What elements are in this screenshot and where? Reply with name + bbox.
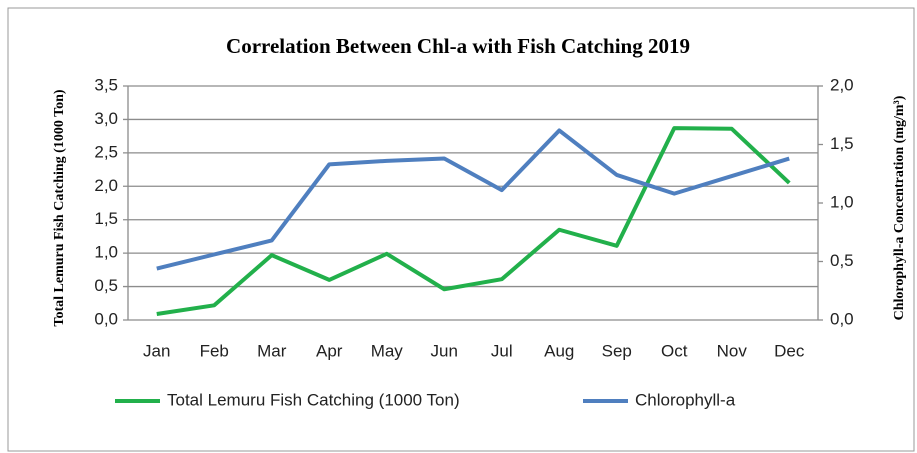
chart-title: Correlation Between Chl-a with Fish Catc… (226, 34, 690, 58)
x-tick-label: Oct (661, 341, 688, 360)
x-tick-label: Nov (717, 341, 748, 360)
y-tick-label: 0,5 (94, 276, 118, 295)
y-tick-label: 1,5 (94, 209, 118, 228)
y2-axis-title: Chlorophyll-a Concentration (mg/m³) (892, 95, 907, 320)
series-line (156, 128, 790, 271)
y2-tick-label: 1,5 (830, 134, 854, 153)
x-tick-label: Apr (316, 341, 343, 360)
x-tick-label: Jun (431, 341, 458, 360)
y-tick-label: 2,5 (94, 142, 118, 161)
x-tick-label: Sep (602, 341, 632, 360)
y-tick-label: 1,0 (94, 243, 118, 262)
frame (7, 7, 915, 452)
x-tick-label: Feb (200, 341, 229, 360)
x-tick-label: Jan (143, 341, 170, 360)
x-tick-label: Aug (544, 341, 574, 360)
y2-tick-label: 0,5 (830, 251, 854, 270)
x-tick-label: Dec (774, 341, 805, 360)
y2-tick-label: 2,0 (830, 75, 854, 94)
series-line (156, 126, 791, 316)
legend-label: Chlorophyll-a (635, 390, 736, 409)
x-tick-label: Mar (257, 341, 287, 360)
y2-tick-label: 1,0 (830, 192, 854, 211)
y-tick-label: 0,0 (94, 309, 118, 328)
y-axis-title: Total Lemuru Fish Catching (1000 Ton) (52, 89, 67, 326)
y2-tick-label: 0,0 (830, 309, 854, 328)
x-tick-label: May (371, 341, 404, 360)
y-tick-label: 3,0 (94, 109, 118, 128)
x-tick-label: Jul (491, 341, 513, 360)
legend-label: Total Lemuru Fish Catching (1000 Ton) (167, 390, 460, 409)
y-tick-label: 2,0 (94, 176, 118, 195)
y-tick-label: 3,5 (94, 75, 118, 94)
